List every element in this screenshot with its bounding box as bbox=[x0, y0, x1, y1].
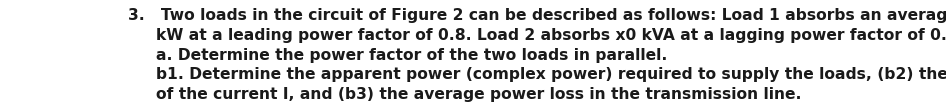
Text: 3.   Two loads in the circuit of Figure 2 can be described as follows: Load 1 ab: 3. Two loads in the circuit of Figure 2 … bbox=[128, 8, 946, 23]
Text: b1. Determine the apparent power (complex power) required to supply the loads, (: b1. Determine the apparent power (comple… bbox=[156, 68, 946, 83]
Text: of the current I, and (b3) the average power loss in the transmission line.: of the current I, and (b3) the average p… bbox=[156, 87, 801, 102]
Text: a. Determine the power factor of the two loads in parallel.: a. Determine the power factor of the two… bbox=[156, 48, 668, 63]
Text: kW at a leading power factor of 0.8. Load 2 absorbs x0 kVA at a lagging power fa: kW at a leading power factor of 0.8. Loa… bbox=[156, 28, 946, 43]
